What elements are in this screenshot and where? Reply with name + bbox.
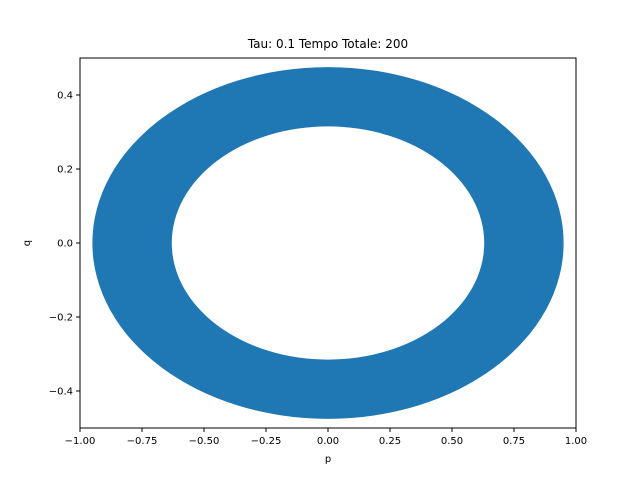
x-tick-label: −0.25 xyxy=(251,436,282,447)
x-tick-label: −0.75 xyxy=(127,436,158,447)
y-tick-label: 0.4 xyxy=(57,91,73,102)
y-tick-label: 0.2 xyxy=(57,165,73,176)
chart-title: Tau: 0.1 Tempo Totale: 200 xyxy=(247,37,408,51)
x-tick-label: 0.25 xyxy=(379,436,401,447)
y-tick-label: −0.4 xyxy=(49,387,73,398)
ring-area-0 xyxy=(92,67,564,419)
y-tick-label: 0.0 xyxy=(57,239,73,250)
y-axis-label: q xyxy=(22,240,33,246)
y-tick-label: −0.2 xyxy=(49,313,73,324)
x-tick-label: −1.00 xyxy=(65,436,96,447)
plot-area xyxy=(92,67,564,419)
x-axis-label: p xyxy=(325,454,331,465)
x-tick-label: 0.75 xyxy=(503,436,525,447)
x-tick-label: 1.00 xyxy=(565,436,587,447)
x-tick-label: 0.50 xyxy=(441,436,463,447)
x-tick-label: 0.00 xyxy=(317,436,339,447)
x-axis: −1.00 −0.75 −0.50 −0.25 0.00 0.25 0.50 0.75 1.00 xyxy=(65,428,587,447)
y-axis: −0.4 −0.2 0.0 0.2 0.4 xyxy=(49,91,80,398)
x-tick-label: −0.50 xyxy=(189,436,220,447)
